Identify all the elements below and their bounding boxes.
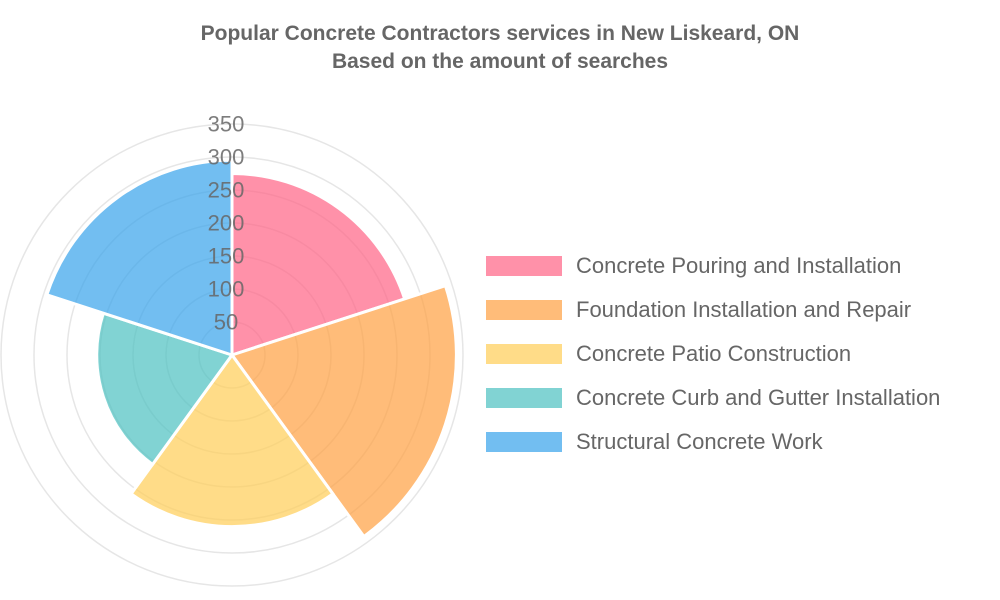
- legend-label: Concrete Pouring and Installation: [576, 253, 902, 278]
- legend-swatch: [486, 256, 562, 276]
- radial-ticks: 50 100 150 200 250 300 350: [208, 112, 245, 335]
- legend-item[interactable]: Concrete Pouring and Installation: [486, 244, 940, 288]
- radial-tick-label: 50: [214, 310, 238, 335]
- wedge: [230, 171, 407, 358]
- radial-tick-label: 200: [208, 211, 245, 236]
- wedges: [44, 158, 458, 539]
- legend-swatch: [486, 300, 562, 320]
- radial-tick-label: 300: [208, 145, 245, 170]
- chart-subtitle: Based on the amount of searches: [331, 50, 669, 73]
- legend-swatch: [486, 344, 562, 364]
- chart-title: Popular Concrete Contractors services in…: [200, 22, 800, 45]
- legend-swatch: [486, 388, 562, 408]
- radial-tick-label: 250: [208, 178, 245, 203]
- legend-label: Structural Concrete Work: [576, 429, 823, 454]
- legend-swatch: [486, 432, 562, 452]
- wedge: [44, 158, 234, 358]
- radial-tick-label: 150: [208, 244, 245, 269]
- legend-item[interactable]: Concrete Curb and Gutter Installation: [486, 376, 940, 420]
- legend-item[interactable]: Concrete Patio Construction: [486, 332, 940, 376]
- chart-legend: Concrete Pouring and Installation Founda…: [486, 244, 940, 464]
- radial-tick-label: 100: [208, 277, 245, 302]
- wedge: [95, 311, 235, 467]
- legend-label: Concrete Patio Construction: [576, 341, 852, 366]
- wedge: [229, 283, 458, 539]
- legend-item[interactable]: Foundation Installation and Repair: [486, 288, 940, 332]
- wedge: [129, 352, 335, 529]
- legend-label: Concrete Curb and Gutter Installation: [576, 385, 941, 410]
- grid-ring: [0, 123, 464, 587]
- radial-tick-label: 350: [208, 112, 245, 137]
- legend-item[interactable]: Structural Concrete Work: [486, 420, 940, 464]
- legend-label: Foundation Installation and Repair: [576, 297, 912, 322]
